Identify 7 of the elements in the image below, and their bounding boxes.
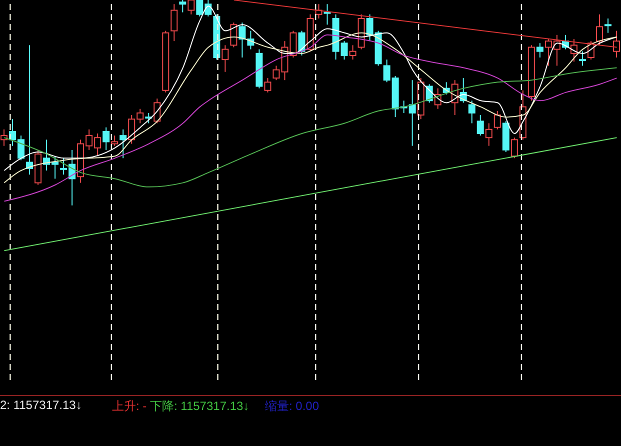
candlestick <box>170 4 178 42</box>
text: 2: 1157317.13↓ <box>0 398 82 412</box>
candlestick <box>485 122 492 146</box>
text: 上升: - <box>112 398 147 415</box>
text: 缩量: 0.00 <box>265 398 320 415</box>
text: 下降: 1157317.13↓ <box>150 398 250 415</box>
candlestick <box>222 44 229 72</box>
